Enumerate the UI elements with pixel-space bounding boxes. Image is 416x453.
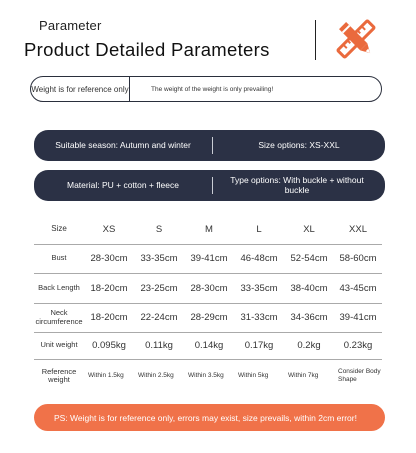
table-cell: 0.14kg xyxy=(184,332,234,360)
size-s: S xyxy=(134,215,184,245)
table-cell: 23-25cm xyxy=(134,273,184,304)
pencil-ruler-icon xyxy=(336,19,376,59)
table-cell: 52-54cm xyxy=(284,244,334,274)
banner-divider xyxy=(212,137,213,154)
size-m: M xyxy=(184,215,234,245)
table-row: Neck circumference 18-20cm 22-24cm 28-29… xyxy=(34,303,382,333)
reference-right-text: The weight of the weight is only prevail… xyxy=(151,85,274,93)
row-label: Bust xyxy=(34,244,84,274)
material-type-banner: Material: PU + cotton + fleece Type opti… xyxy=(34,170,385,201)
table-cell: 0.2kg xyxy=(284,332,334,360)
reference-left-text: Weight is for reference only xyxy=(31,77,130,101)
size-header-label: Size xyxy=(34,215,84,245)
row-label: Back Length xyxy=(34,273,84,304)
table-cell: 0.23kg xyxy=(334,332,382,360)
type-options-text: Type options: With buckle + without buck… xyxy=(230,174,364,195)
table-row: Back Length 18-20cm 23-25cm 28-30cm 33-3… xyxy=(34,273,382,304)
table-cell: 22-24cm xyxy=(134,303,184,333)
table-cell: Consider Body Shape xyxy=(338,368,381,383)
table-cell: Within 3.5kg xyxy=(188,372,224,380)
row-label: Neck circumference xyxy=(34,303,84,333)
table-cell: 28-30cm xyxy=(184,273,234,304)
page-title: Product Detailed Parameters xyxy=(24,39,270,60)
season-size-banner: Suitable season: Autumn and winter Size … xyxy=(34,130,385,161)
table-cell: 18-20cm xyxy=(84,303,134,333)
size-options-text: Size options: XS-XXL xyxy=(258,139,340,150)
table-cell: 18-20cm xyxy=(84,273,134,304)
table-cell: 31-33cm xyxy=(234,303,284,333)
table-cell: 38-40cm xyxy=(284,273,334,304)
table-row: Bust 28-30cm 33-35cm 39-41cm 46-48cm 52-… xyxy=(34,244,382,274)
table-cell: 39-41cm xyxy=(184,244,234,274)
table-row: Reference weight Within 1.5kg Within 2.5… xyxy=(34,359,382,392)
table-cell: 58-60cm xyxy=(334,244,382,274)
table-cell: 0.17kg xyxy=(234,332,284,360)
table-cell: 0.095kg xyxy=(84,332,134,360)
table-cell: Within 7kg xyxy=(288,372,319,380)
banner-divider xyxy=(212,177,213,194)
material-text: Material: PU + cotton + fleece xyxy=(67,179,179,190)
size-xl: XL xyxy=(284,215,334,245)
size-xs: XS xyxy=(84,215,134,245)
table-row: Unit weight 0.095kg 0.11kg 0.14kg 0.17kg… xyxy=(34,332,382,360)
size-xxl: XXL xyxy=(334,215,382,245)
table-cell: 46-48cm xyxy=(234,244,284,274)
size-l: L xyxy=(234,215,284,245)
table-header-row: Size XS S M L XL XXL xyxy=(34,215,382,245)
header-divider xyxy=(315,20,316,60)
season-text: Suitable season: Autumn and winter xyxy=(55,139,191,150)
table-cell: Within 1.5kg xyxy=(88,372,124,380)
table-cell: 0.11kg xyxy=(134,332,184,360)
table-cell: 34-36cm xyxy=(284,303,334,333)
table-cell: 28-30cm xyxy=(84,244,134,274)
table-cell: 43-45cm xyxy=(334,273,382,304)
table-cell: 33-35cm xyxy=(234,273,284,304)
row-label: Reference weight xyxy=(41,366,77,384)
row-label: Unit weight xyxy=(34,332,84,360)
table-cell: Within 2.5kg xyxy=(138,372,174,380)
reference-bar: Weight is for reference only The weight … xyxy=(30,76,382,102)
table-cell: 28-29cm xyxy=(184,303,234,333)
notice-banner: PS: Weight is for reference only, errors… xyxy=(34,404,385,431)
table-cell: Within 5kg xyxy=(238,372,269,380)
size-table: Size XS S M L XL XXL Bust 28-30cm 33-35c… xyxy=(34,215,382,392)
table-cell: 39-41cm xyxy=(334,303,382,333)
header-subtitle: Parameter xyxy=(39,18,102,33)
table-cell: 33-35cm xyxy=(134,244,184,274)
